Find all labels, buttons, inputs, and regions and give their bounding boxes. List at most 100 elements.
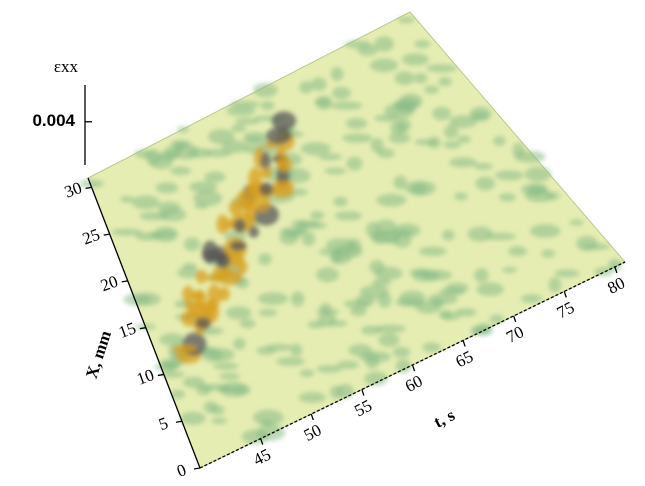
surface-bump bbox=[449, 157, 477, 167]
surface-bump bbox=[476, 282, 503, 296]
y-tick bbox=[176, 421, 182, 422]
x-tick bbox=[463, 340, 465, 346]
surface-bump bbox=[196, 384, 211, 395]
surface-bump bbox=[302, 222, 328, 229]
surface-peak bbox=[184, 301, 203, 310]
surface-bump bbox=[253, 83, 278, 97]
surface-bump bbox=[279, 230, 298, 244]
surface-bump bbox=[132, 195, 160, 209]
surface-bump bbox=[360, 285, 390, 298]
surface-bump bbox=[302, 231, 316, 246]
surface-bump bbox=[370, 58, 398, 72]
surface-bump bbox=[348, 344, 372, 356]
surface-bump bbox=[454, 192, 468, 200]
surface-bump bbox=[291, 291, 305, 306]
surface-bump bbox=[259, 309, 277, 317]
x-tick-label: 55 bbox=[351, 396, 375, 421]
surface-bump bbox=[256, 346, 275, 355]
surface-bump bbox=[414, 40, 431, 48]
surface-bump bbox=[395, 71, 415, 85]
surface-bump bbox=[299, 392, 326, 403]
surface-bump bbox=[389, 132, 411, 143]
surface-bump bbox=[521, 294, 542, 303]
surface-peak bbox=[196, 317, 211, 329]
surface-bump bbox=[258, 292, 288, 305]
surface-bump bbox=[324, 168, 346, 175]
surface-bump bbox=[470, 107, 492, 120]
x-tick bbox=[564, 291, 566, 297]
y-tick-label: 30 bbox=[62, 178, 84, 202]
y-tick-label: 5 bbox=[156, 413, 170, 434]
surface-bump bbox=[261, 101, 275, 111]
x-tick-label: 50 bbox=[301, 420, 325, 445]
surface-peak bbox=[266, 127, 292, 144]
surface-bump bbox=[159, 208, 186, 221]
surface-peak bbox=[248, 226, 259, 237]
surface-bump bbox=[493, 136, 506, 146]
surface-bump bbox=[399, 290, 425, 305]
surface-bump bbox=[211, 418, 227, 425]
surface-bump bbox=[374, 267, 402, 281]
surface-bump bbox=[219, 373, 240, 380]
surface-bump bbox=[495, 170, 523, 180]
surface bbox=[79, 12, 625, 468]
surface-bump bbox=[213, 363, 239, 370]
surface-bump bbox=[385, 229, 414, 236]
surface-bump bbox=[331, 101, 362, 109]
surface-bump bbox=[442, 230, 455, 241]
surface-bump bbox=[300, 369, 314, 377]
surface-bump bbox=[350, 306, 367, 316]
surface-bump bbox=[424, 85, 439, 93]
surface-bump bbox=[397, 17, 414, 24]
surface-bump bbox=[444, 125, 459, 139]
surface-bump bbox=[204, 171, 225, 182]
surface-bump bbox=[240, 319, 256, 328]
page: 4550556065707580t, s051015202530X, mm0.0… bbox=[0, 0, 645, 486]
surface-bump bbox=[549, 277, 562, 292]
surface-peak bbox=[230, 241, 247, 251]
surface-bump bbox=[376, 325, 406, 333]
y-tick-label: 15 bbox=[116, 318, 138, 342]
surface-bump bbox=[318, 154, 342, 161]
y-tick-label: 20 bbox=[98, 272, 120, 296]
surface-bump bbox=[426, 64, 457, 72]
y-tick bbox=[194, 468, 200, 469]
x-tick bbox=[311, 414, 313, 420]
surface-bump bbox=[335, 211, 362, 221]
surface-bump bbox=[364, 372, 388, 386]
x-tick-label: 70 bbox=[503, 322, 527, 347]
surface-bump bbox=[314, 98, 330, 105]
surface-peak bbox=[259, 182, 273, 195]
surface-bump bbox=[438, 77, 452, 86]
surface-bump bbox=[210, 348, 235, 361]
surface-bump bbox=[205, 149, 232, 158]
surface-bump bbox=[162, 360, 177, 371]
surface-bump bbox=[419, 247, 447, 256]
surface-bump bbox=[316, 267, 339, 282]
surface-peak bbox=[276, 156, 292, 172]
surface-bump bbox=[422, 343, 440, 353]
surface-bump bbox=[258, 253, 272, 265]
surface-bump bbox=[226, 306, 252, 319]
surface-bump bbox=[276, 357, 305, 366]
surface-bump bbox=[182, 263, 196, 270]
surface-bump bbox=[432, 299, 445, 307]
surface-bump bbox=[457, 135, 471, 143]
surface-bump bbox=[194, 203, 208, 209]
surface-bump bbox=[346, 157, 362, 171]
surface-bump bbox=[337, 384, 354, 399]
surface-bump bbox=[233, 338, 246, 350]
surface-bump bbox=[414, 73, 427, 84]
y-tick-label: 25 bbox=[80, 225, 102, 249]
surface-bump bbox=[508, 246, 527, 256]
surface-bump bbox=[307, 321, 324, 329]
surface-bump bbox=[333, 197, 347, 207]
surface-bump bbox=[405, 181, 436, 196]
surface-bump bbox=[180, 412, 206, 425]
z-tick-label: 0.004 bbox=[32, 111, 75, 130]
surface-peak bbox=[207, 284, 221, 307]
y-axis-label: X, mm bbox=[82, 328, 115, 381]
surface-peak bbox=[196, 270, 208, 284]
surface-bump bbox=[332, 87, 351, 100]
surface-peak bbox=[260, 167, 272, 179]
